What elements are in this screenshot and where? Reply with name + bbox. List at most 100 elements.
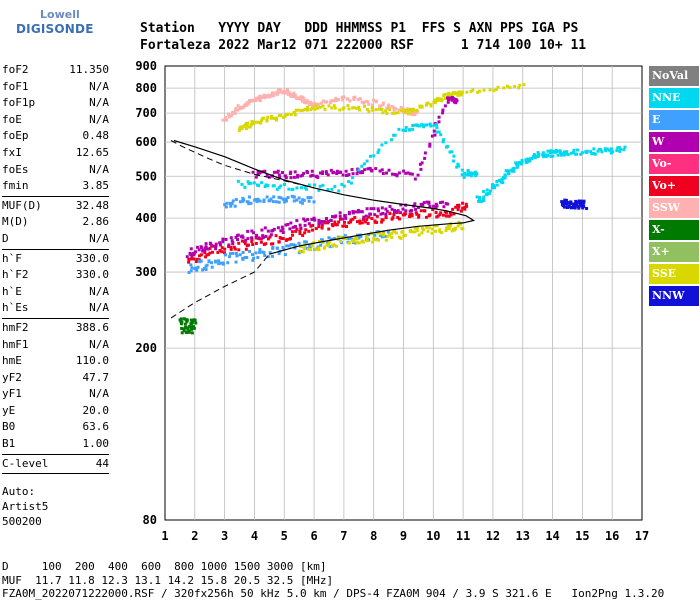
- echo-point: [208, 246, 212, 250]
- echo-point: [572, 203, 576, 207]
- echo-point: [262, 198, 266, 202]
- echo-point: [280, 225, 284, 229]
- echo-point: [309, 224, 313, 228]
- echo-point: [546, 153, 550, 157]
- echo-point: [558, 149, 562, 153]
- echo-point: [228, 255, 232, 259]
- echo-point: [266, 115, 270, 119]
- echo-point: [243, 123, 247, 127]
- echo-point: [501, 181, 505, 185]
- echo-point: [446, 100, 450, 104]
- echo-point: [269, 197, 273, 201]
- echo-point: [296, 108, 300, 112]
- echo-point: [366, 167, 370, 171]
- echo-point: [520, 160, 524, 164]
- echo-point: [461, 201, 465, 205]
- echo-point: [452, 159, 456, 163]
- echo-point: [247, 202, 251, 206]
- echo-point: [429, 103, 433, 107]
- echo-point: [415, 108, 419, 112]
- echo-point: [258, 121, 262, 125]
- echo-point: [419, 209, 423, 213]
- echo-point: [451, 207, 455, 211]
- echo-point: [295, 186, 299, 190]
- echo-point: [259, 240, 263, 244]
- echo-point: [223, 253, 227, 257]
- echo-point: [393, 133, 397, 137]
- echo-point: [488, 191, 492, 195]
- echo-point: [363, 168, 367, 172]
- echo-point: [197, 248, 201, 252]
- echo-point: [287, 187, 291, 191]
- echo-point: [203, 251, 207, 255]
- echo-point: [341, 217, 345, 221]
- echo-point: [312, 104, 316, 108]
- echo-point: [204, 267, 208, 271]
- echo-point: [376, 231, 380, 235]
- autoscaler-version: 500200: [2, 515, 42, 528]
- echo-point: [190, 254, 194, 258]
- echo-point: [418, 104, 422, 108]
- echo-point: [371, 98, 375, 102]
- echo-point: [408, 212, 412, 216]
- echo-point: [414, 207, 418, 211]
- echo-point: [252, 256, 256, 260]
- echo-point: [261, 234, 265, 238]
- echo-point: [202, 266, 206, 270]
- echo-point: [416, 226, 420, 230]
- echo-point: [298, 249, 302, 253]
- y-tick-label: 900: [135, 59, 157, 73]
- echo-point: [184, 330, 188, 334]
- echo-point: [284, 176, 288, 180]
- echo-point: [309, 196, 313, 200]
- param-name: M(D): [2, 215, 29, 229]
- echo-point: [356, 98, 360, 102]
- echo-point: [347, 221, 351, 225]
- echo-point: [182, 329, 186, 333]
- echo-point: [301, 198, 305, 202]
- echo-point: [450, 98, 454, 102]
- param-row: C-level 44: [2, 456, 109, 473]
- echo-point: [266, 93, 270, 97]
- echo-point: [324, 170, 328, 174]
- echo-point: [262, 116, 266, 120]
- echo-point: [274, 234, 278, 238]
- echo-point: [211, 250, 215, 254]
- echo-point: [297, 196, 301, 200]
- echo-point: [260, 228, 264, 232]
- echo-point: [355, 106, 359, 110]
- echo-point: [264, 234, 268, 238]
- echo-point: [262, 96, 266, 100]
- echo-point: [306, 218, 310, 222]
- echo-point: [245, 124, 249, 128]
- echo-point: [250, 239, 254, 243]
- echo-point: [549, 154, 553, 158]
- echo-point: [285, 244, 289, 248]
- footer-info: D 100 200 400 600 800 1000 1500 3000 [km…: [2, 560, 664, 601]
- echo-point: [289, 176, 293, 180]
- echo-point: [381, 101, 385, 105]
- echo-point: [187, 325, 191, 329]
- echo-point: [256, 255, 260, 259]
- echo-point: [428, 123, 432, 127]
- echo-point: [353, 241, 357, 245]
- param-name: MUF(D): [2, 198, 42, 212]
- echo-point: [259, 119, 263, 123]
- echo-point: [241, 105, 245, 109]
- echo-point: [434, 229, 438, 233]
- echo-point: [307, 101, 311, 105]
- echo-point: [321, 240, 325, 244]
- legend-item-xminus: X-: [649, 220, 699, 240]
- echo-point: [562, 150, 566, 154]
- echo-point: [448, 224, 452, 228]
- echo-point: [351, 176, 355, 180]
- param-row: hmE 110.0: [2, 353, 109, 370]
- echo-point: [385, 111, 389, 115]
- echo-point: [565, 202, 569, 206]
- param-row: h`Es N/A: [2, 300, 109, 317]
- echo-point: [263, 253, 267, 257]
- echo-point: [410, 113, 414, 117]
- echo-point: [385, 209, 389, 213]
- echo-point: [424, 215, 428, 219]
- echo-point: [443, 104, 447, 108]
